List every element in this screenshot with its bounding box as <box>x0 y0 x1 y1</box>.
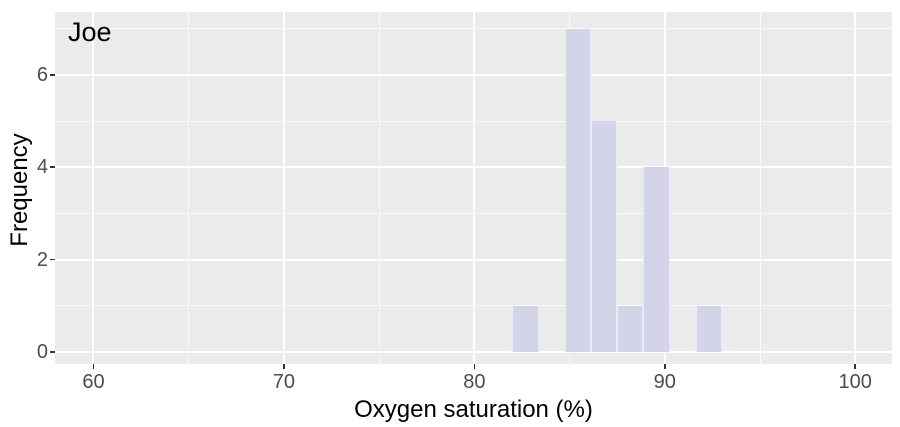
histogram-bar <box>617 305 644 352</box>
x-tick-label: 70 <box>272 371 296 393</box>
gridline-x-major <box>92 12 95 364</box>
y-tick-mark <box>50 351 55 353</box>
histogram-bar <box>643 167 670 352</box>
y-tick-label: 0 <box>36 340 48 363</box>
gridline-x-minor <box>759 12 761 364</box>
y-tick-mark <box>50 166 55 168</box>
x-tick-label: 60 <box>82 371 105 393</box>
gridline-x-major <box>854 12 857 364</box>
x-tick-mark <box>283 364 285 369</box>
y-tick-mark <box>50 258 55 261</box>
x-tick-mark <box>473 364 476 369</box>
x-tick-label: 80 <box>463 371 486 393</box>
gridline-x-major <box>473 12 476 364</box>
annotation-joe: Joe <box>68 17 112 47</box>
y-tick-label: 4 <box>36 156 48 179</box>
x-tick-mark <box>664 364 666 369</box>
x-axis-title: Oxygen saturation (%) <box>354 396 593 423</box>
y-tick-label: 6 <box>36 63 48 86</box>
gridline-x-minor <box>378 12 380 364</box>
histogram-bar <box>591 121 618 352</box>
y-tick-mark <box>50 74 55 76</box>
x-tick-label: 90 <box>653 371 676 393</box>
x-tick-mark <box>854 364 856 369</box>
plot-panel <box>55 12 892 364</box>
gridline-x-minor <box>188 12 190 364</box>
x-tick-label: 100 <box>838 371 872 393</box>
gridline-x-major <box>282 12 285 364</box>
x-tick-mark <box>92 364 95 369</box>
histogram-bar <box>695 305 722 352</box>
histogram-bar <box>564 28 591 352</box>
histogram-bar <box>512 305 539 352</box>
y-tick-label: 2 <box>36 248 48 271</box>
